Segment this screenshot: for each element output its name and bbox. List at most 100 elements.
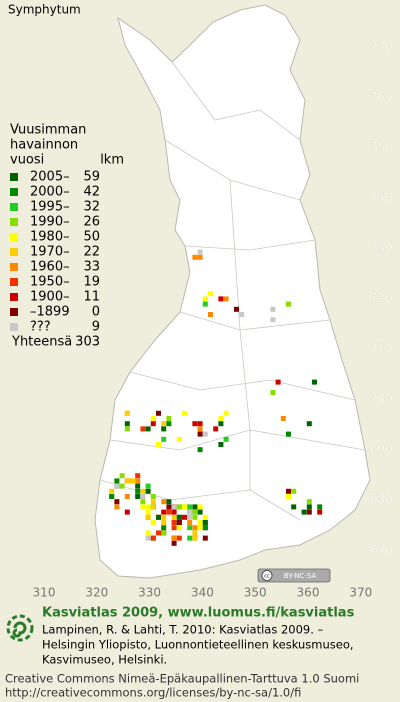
occurrence-square bbox=[218, 442, 224, 447]
occurrence-square bbox=[166, 421, 172, 427]
occurrence-square bbox=[140, 499, 146, 505]
occurrence-square bbox=[171, 514, 177, 520]
occurrence-square bbox=[145, 514, 151, 520]
occurrence-square bbox=[317, 509, 323, 515]
occurrence-square bbox=[156, 410, 161, 416]
occurrence-square bbox=[145, 488, 151, 494]
occurrence-square bbox=[301, 509, 307, 515]
legend-count: 33 bbox=[83, 260, 100, 275]
legend-count-header: lkm bbox=[100, 153, 124, 168]
east-label: 310 bbox=[33, 586, 56, 600]
country-outline bbox=[94, 4, 371, 579]
legend-label: 1950– bbox=[30, 275, 70, 290]
occurrence-square bbox=[176, 504, 182, 510]
occurrence-square bbox=[192, 514, 198, 520]
occurrence-square bbox=[171, 540, 177, 546]
occurrence-square bbox=[270, 317, 276, 323]
occurrence-square bbox=[187, 509, 193, 515]
north-label: 710 bbox=[370, 341, 393, 355]
occurrence-square bbox=[124, 494, 130, 499]
occurrence-square bbox=[124, 478, 130, 484]
citation-line: Helsingin Yliopisto, Luonnontieteellinen… bbox=[42, 638, 354, 652]
occurrence-square bbox=[176, 535, 182, 541]
occurrence-square bbox=[223, 436, 229, 442]
occurrence-square bbox=[124, 410, 130, 416]
occurrence-square bbox=[119, 483, 125, 489]
legend-count: 26 bbox=[83, 215, 100, 230]
legend-heading: Vuusimman bbox=[10, 123, 86, 138]
occurrence-square bbox=[291, 488, 297, 494]
occurrence-square bbox=[166, 509, 172, 515]
occurrence-square bbox=[150, 535, 156, 541]
east-label: 360 bbox=[297, 586, 320, 600]
occurrence-square bbox=[166, 416, 172, 421]
legend-label: 2000– bbox=[30, 185, 70, 200]
occurrence-square bbox=[135, 488, 141, 494]
cc-mark: cc bbox=[264, 574, 270, 580]
region-borders bbox=[99, 61, 366, 521]
occurrence-square bbox=[192, 530, 198, 536]
occurrence-square bbox=[197, 421, 203, 427]
logo bbox=[6, 614, 34, 642]
north-label: 760 bbox=[370, 90, 393, 104]
occurrence-square bbox=[161, 525, 167, 531]
legend-label: 1990– bbox=[30, 215, 70, 230]
occurrence-square bbox=[192, 525, 198, 531]
citation-line: Kasvimuseo, Helsinki. bbox=[42, 653, 167, 667]
occurrence-square bbox=[176, 514, 182, 520]
occurrence-square bbox=[239, 312, 245, 317]
north-label: 740 bbox=[370, 190, 393, 204]
occurrence-square bbox=[176, 520, 182, 525]
occurrence-square bbox=[192, 421, 198, 427]
occurrence-square bbox=[213, 426, 219, 432]
occurrence-square bbox=[145, 509, 151, 515]
occurrence-square bbox=[171, 504, 177, 510]
occurrence-square bbox=[171, 535, 177, 541]
occurrence-square bbox=[145, 426, 151, 432]
legend-label: 1980– bbox=[30, 230, 70, 245]
occurrence-square bbox=[176, 436, 182, 442]
occurrence-square bbox=[306, 509, 312, 515]
occurrence-square bbox=[286, 301, 291, 307]
legend-count: 0 bbox=[92, 305, 100, 320]
occurrence-square bbox=[218, 296, 224, 302]
occurrence-square bbox=[150, 416, 156, 421]
occurrence-square bbox=[161, 436, 167, 442]
citation-line: Lampinen, R. & Lahti, T. 2010: Kasviatla… bbox=[42, 623, 324, 637]
occurrence-square bbox=[192, 535, 198, 541]
occurrence-square bbox=[286, 488, 291, 494]
occurrence-square bbox=[145, 483, 151, 489]
occurrence-square bbox=[109, 488, 115, 494]
legend-swatch bbox=[10, 278, 18, 286]
legend-count: 50 bbox=[83, 230, 100, 245]
north-label: 680 bbox=[370, 492, 393, 506]
occurrence-square bbox=[161, 509, 167, 515]
occurrence-square bbox=[171, 520, 177, 525]
occurrence-square bbox=[171, 525, 177, 531]
occurrence-square bbox=[270, 390, 276, 395]
legend-label: ??? bbox=[30, 320, 51, 335]
legend-count: 59 bbox=[83, 170, 100, 185]
badge-box bbox=[257, 568, 331, 583]
legend-label: 1960– bbox=[30, 260, 70, 275]
legend-count: 32 bbox=[83, 200, 100, 215]
occurrence-square bbox=[280, 416, 286, 421]
occurrence-square bbox=[197, 520, 203, 525]
occurrence-square bbox=[218, 416, 224, 421]
occurrence-square bbox=[135, 478, 141, 484]
occurrence-square bbox=[208, 291, 213, 297]
occurrence-square bbox=[124, 426, 130, 432]
license-badge: cc BY-NC-SA bbox=[257, 568, 331, 583]
footer-heading: Kasviatlas 2009, www.luomus.fi/kasviatla… bbox=[42, 606, 355, 621]
legend-swatch bbox=[10, 263, 18, 271]
badge-text: BY-NC-SA bbox=[284, 572, 317, 580]
occurrence-square bbox=[150, 520, 156, 525]
occurrence-square bbox=[124, 509, 130, 515]
license-line: Creative Commons Nimeä-Epäkaupallinen-Ta… bbox=[5, 672, 359, 686]
occurrence-square bbox=[197, 431, 203, 437]
occurrence-square bbox=[156, 514, 161, 520]
east-label: 370 bbox=[349, 586, 372, 600]
occurrence-square bbox=[187, 525, 193, 531]
occurrence-square bbox=[270, 306, 276, 312]
